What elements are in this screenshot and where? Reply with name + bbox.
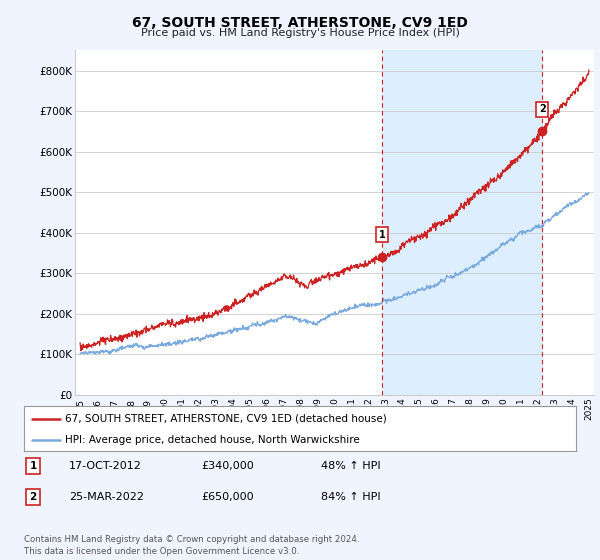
Text: 84% ↑ HPI: 84% ↑ HPI — [321, 492, 380, 502]
Text: HPI: Average price, detached house, North Warwickshire: HPI: Average price, detached house, Nort… — [65, 435, 360, 445]
Text: 67, SOUTH STREET, ATHERSTONE, CV9 1ED (detached house): 67, SOUTH STREET, ATHERSTONE, CV9 1ED (d… — [65, 413, 387, 423]
Text: £340,000: £340,000 — [201, 461, 254, 471]
Text: 1: 1 — [29, 461, 37, 471]
Text: Contains HM Land Registry data © Crown copyright and database right 2024.
This d: Contains HM Land Registry data © Crown c… — [24, 535, 359, 556]
Bar — [382, 50, 542, 395]
Text: 1: 1 — [379, 230, 385, 240]
Text: 25-MAR-2022: 25-MAR-2022 — [69, 492, 144, 502]
Text: 67, SOUTH STREET, ATHERSTONE, CV9 1ED: 67, SOUTH STREET, ATHERSTONE, CV9 1ED — [132, 16, 468, 30]
Text: £650,000: £650,000 — [201, 492, 254, 502]
Text: 48% ↑ HPI: 48% ↑ HPI — [321, 461, 380, 471]
Text: Price paid vs. HM Land Registry's House Price Index (HPI): Price paid vs. HM Land Registry's House … — [140, 28, 460, 38]
Text: 2: 2 — [539, 104, 545, 114]
Text: 17-OCT-2012: 17-OCT-2012 — [69, 461, 142, 471]
Text: 2: 2 — [29, 492, 37, 502]
